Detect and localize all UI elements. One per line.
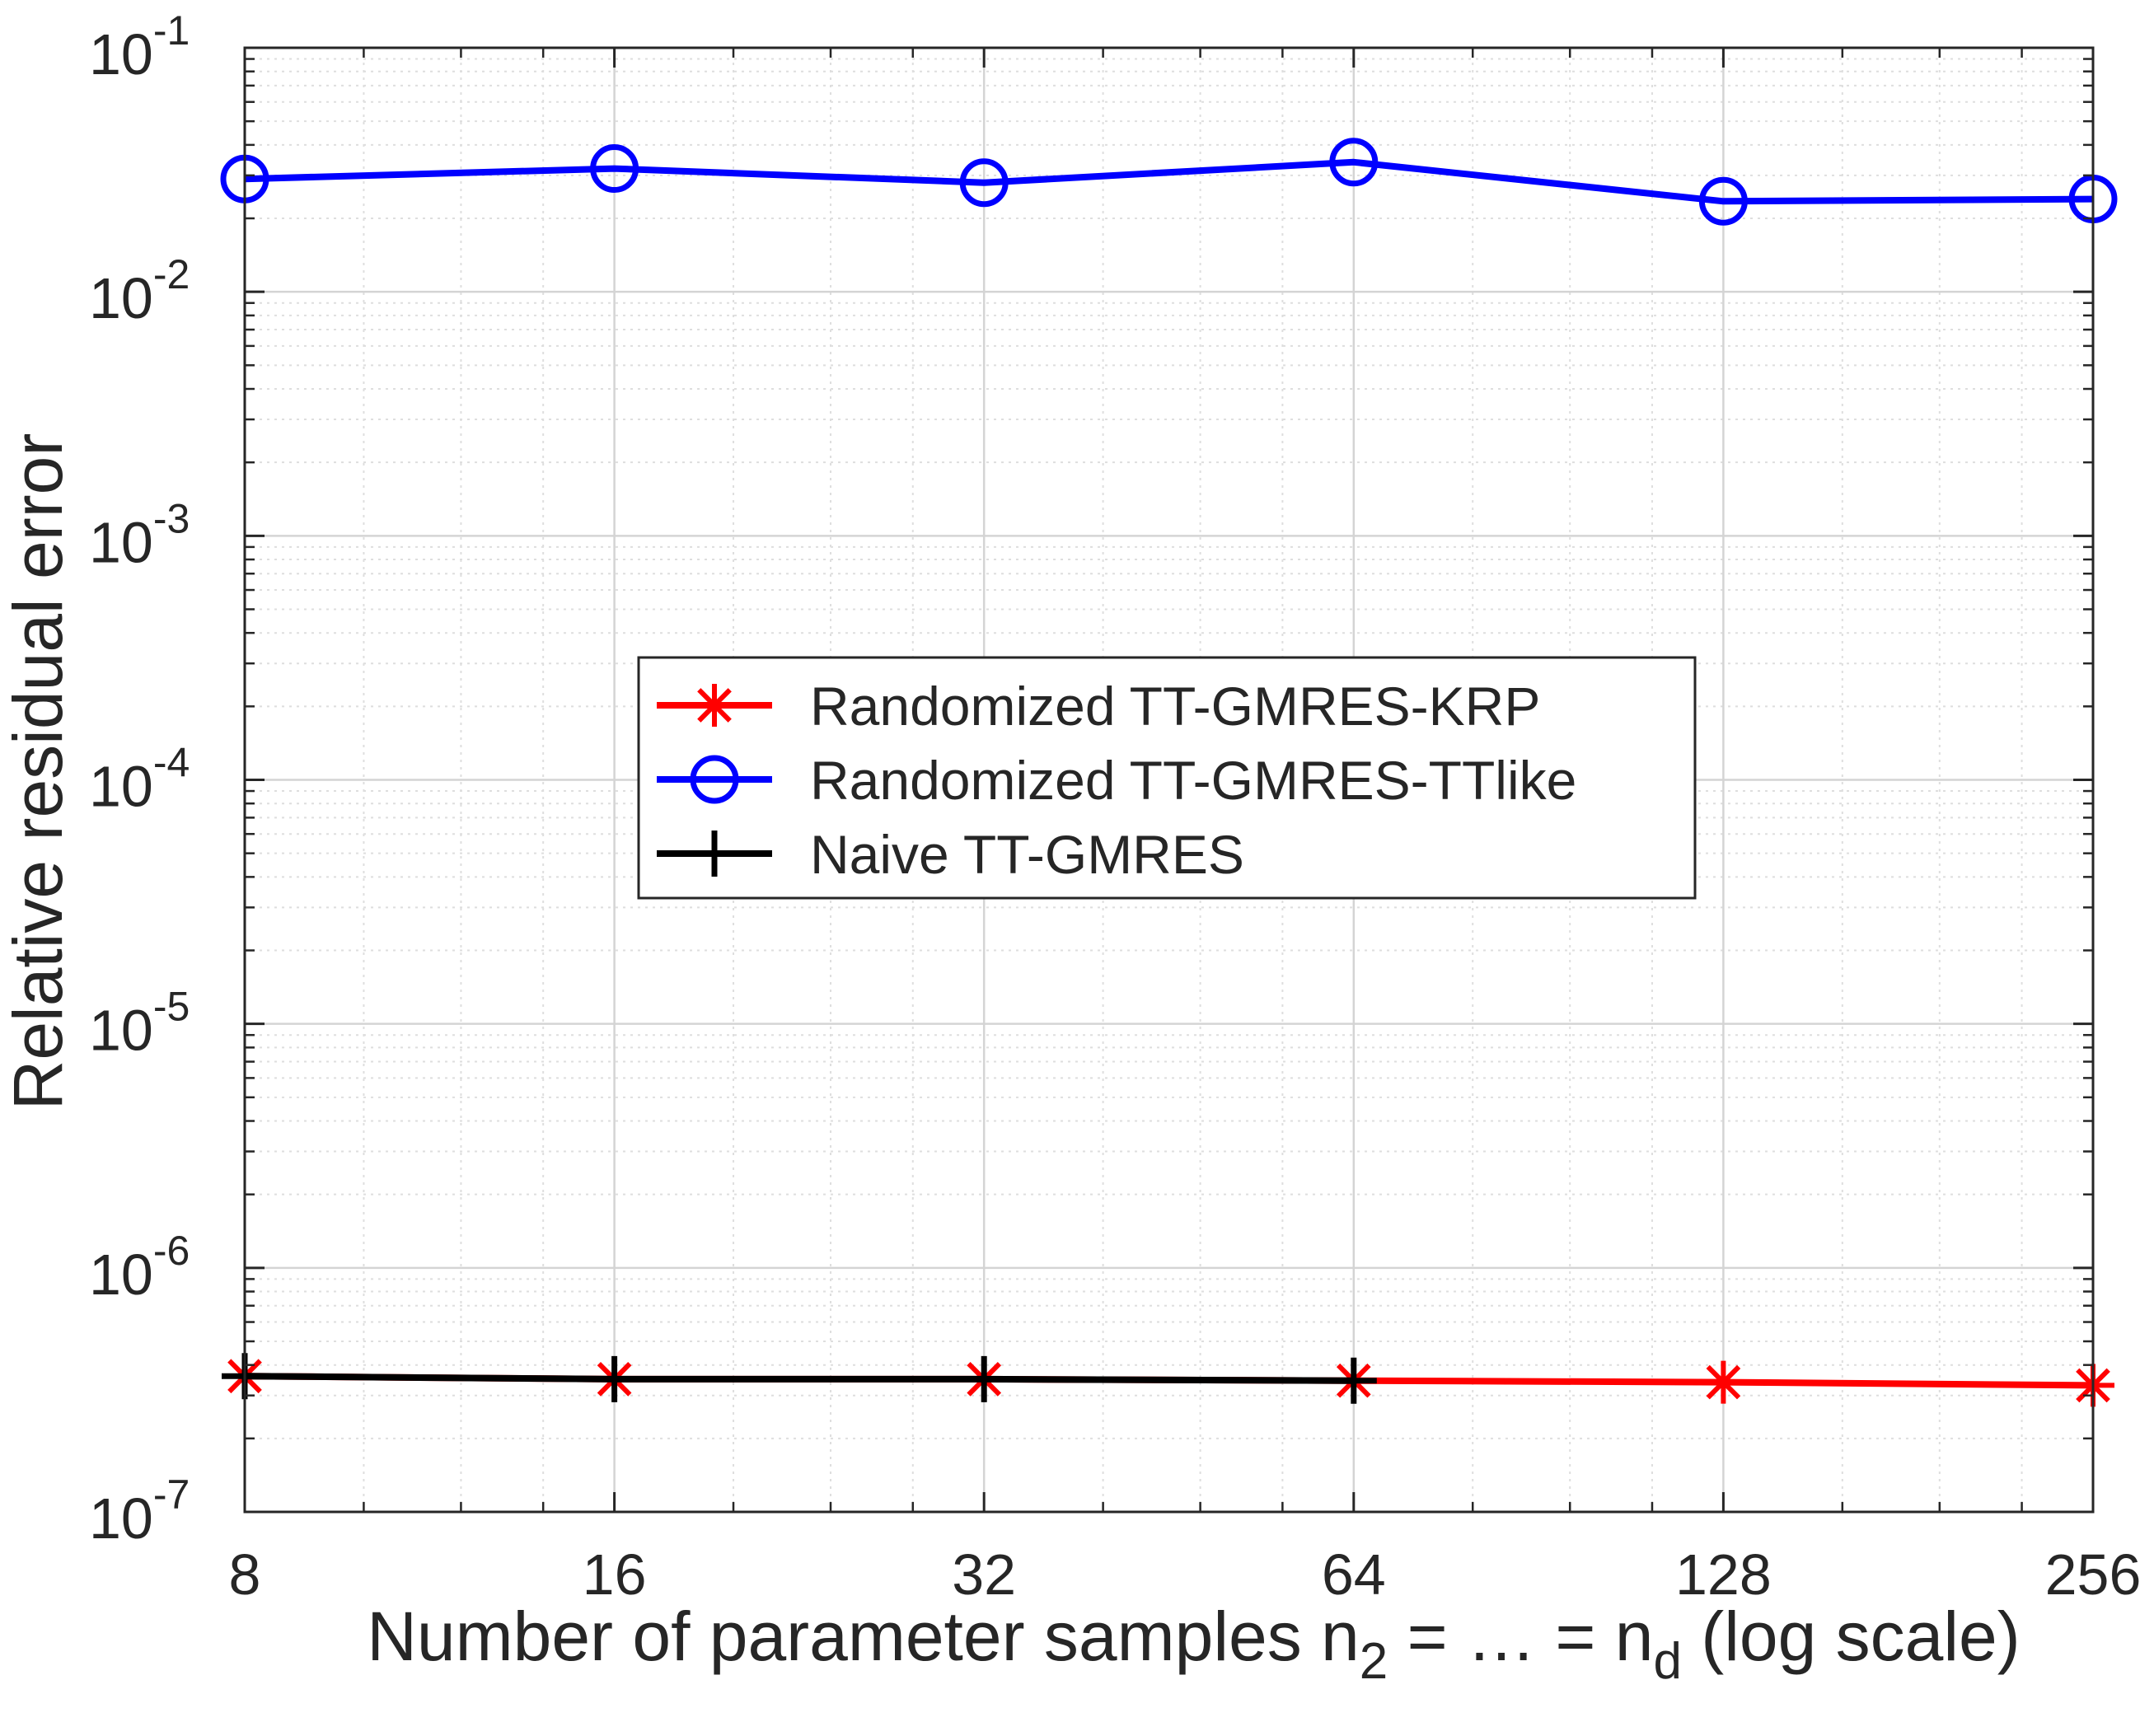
y-tick-label: 10-2 <box>89 251 190 330</box>
x-tick-label: 8 <box>229 1542 261 1607</box>
y-tick-label: 10-5 <box>89 984 190 1063</box>
data-point <box>590 144 639 194</box>
y-tick-label: 10-3 <box>89 495 190 574</box>
x-tick-label: 64 <box>1322 1542 1386 1607</box>
legend-item: Randomized TT-GMRES-KRP <box>657 676 1540 737</box>
x-tick-label: 256 <box>2045 1542 2142 1607</box>
x-axis-label: Number of parameter samples n2 = … = nd … <box>367 1598 2020 1690</box>
legend-label: Naive TT-GMRES <box>810 824 1244 885</box>
axis-ticks <box>243 46 2095 1514</box>
y-tick-label-exponent: -4 <box>153 740 190 786</box>
x-axis-label-sub2: d <box>1653 1633 1681 1690</box>
x-tick-label: 128 <box>1675 1542 1772 1607</box>
series-line <box>244 1373 1354 1384</box>
y-tick-label-base: 10 <box>89 1486 153 1551</box>
data-point <box>1330 1357 1377 1404</box>
y-tick-label-base: 10 <box>89 266 153 330</box>
data-point <box>1702 1360 1745 1404</box>
legend-marker <box>690 755 739 804</box>
y-tick-labels: 10-710-610-510-410-310-210-1 <box>89 7 190 1551</box>
x-tick-labels: 8 16 32 64 128 256 <box>229 1542 2142 1607</box>
y-tick-label-exponent: -6 <box>153 1228 190 1274</box>
y-tick-label: 10-4 <box>89 740 190 819</box>
legend-item: Randomized TT-GMRES-TTlike <box>657 750 1576 811</box>
legend-box <box>637 656 1697 900</box>
data-point <box>1329 138 1379 187</box>
x-axis-label-prefix: Number of parameter samples n <box>367 1598 1360 1675</box>
legend-item: Naive TT-GMRES <box>657 824 1244 885</box>
y-tick-label-base: 10 <box>89 999 153 1063</box>
y-tick-label: 10-1 <box>89 7 190 87</box>
y-tick-label-base: 10 <box>89 1242 153 1307</box>
y-tick-label-exponent: -5 <box>153 984 190 1030</box>
data-point <box>1698 176 1748 226</box>
legend-marker <box>691 831 738 877</box>
y-tick-label-base: 10 <box>89 22 153 87</box>
series-line <box>244 158 2094 205</box>
legend-label: Randomized TT-GMRES-TTlike <box>810 750 1576 811</box>
y-tick-label: 10-7 <box>89 1472 190 1551</box>
y-tick-label-exponent: -2 <box>153 251 190 297</box>
x-axis-label-middle: = … = n <box>1388 1598 1653 1675</box>
legend-marker-d2 <box>697 688 732 723</box>
y-tick-label: 10-6 <box>89 1228 190 1307</box>
y-axis-label: Relative residual error <box>0 433 77 1111</box>
x-tick-label: 16 <box>583 1542 647 1607</box>
y-tick-label-exponent: -3 <box>153 495 190 541</box>
data-point <box>959 158 1009 208</box>
data-point <box>591 1355 638 1402</box>
y-tick-label-base: 10 <box>89 755 153 819</box>
y-tick-label-base: 10 <box>89 510 153 574</box>
legend: Randomized TT-GMRES-KRP Randomized TT-GMR… <box>637 656 1697 900</box>
y-tick-label-exponent: -7 <box>153 1472 190 1518</box>
data-point-d2 <box>1706 1364 1741 1400</box>
x-tick-label: 32 <box>952 1542 1016 1607</box>
data-point <box>961 1355 1008 1402</box>
x-axis-label-sub1: 2 <box>1360 1633 1388 1690</box>
legend-marker <box>693 684 736 727</box>
x-axis-label-suffix: (log scale) <box>1682 1598 2021 1675</box>
legend-items: Randomized TT-GMRES-KRP Randomized TT-GMR… <box>657 676 1576 885</box>
legend-label: Randomized TT-GMRES-KRP <box>810 676 1540 737</box>
y-tick-label-exponent: -1 <box>153 7 190 54</box>
